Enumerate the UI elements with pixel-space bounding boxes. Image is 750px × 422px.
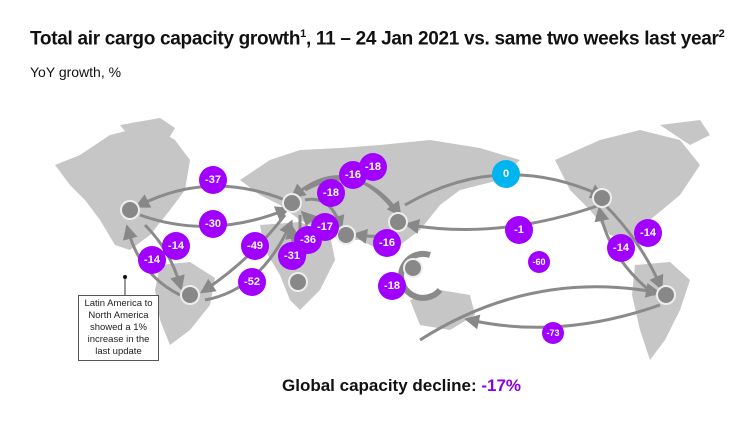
route-badge-oceania-latam: -60 <box>528 251 550 273</box>
route-badge-latam-na-right: -14 <box>607 234 635 262</box>
route-badge-asia-na: 0 <box>492 160 520 188</box>
route-badge-europe-me: -18 <box>317 179 345 207</box>
route-badge-na-latam: -14 <box>162 232 190 260</box>
route-badge-na-asia: -1 <box>505 216 533 244</box>
hub-markers <box>120 188 676 305</box>
global-decline-summary: Global capacity decline: -17% <box>282 376 522 395</box>
route-badge-na-latam-right: -14 <box>634 219 662 247</box>
route-badge-me-europe: -17 <box>311 213 339 241</box>
route-badge-latam-europe: -52 <box>238 268 266 296</box>
route-badge-latam-na: -14 <box>138 246 166 274</box>
subtitle: YoY growth, % <box>30 64 122 80</box>
route-badge-latam-oceania: -73 <box>542 322 564 344</box>
route-badge-europe-asia: -18 <box>359 153 387 181</box>
callout-note: Latin America to North America showed a … <box>78 295 159 361</box>
route-badge-asia-me: -16 <box>373 229 401 257</box>
route-badge-europe-latam: -49 <box>241 232 269 260</box>
route-badge-sea-intra: -18 <box>378 272 406 300</box>
route-badge-europe-na: -37 <box>199 166 227 194</box>
page-title: Total air cargo capacity growth1, 11 – 2… <box>30 28 725 50</box>
route-badge-na-europe: -30 <box>199 210 227 238</box>
global-decline-value: -17% <box>481 376 522 395</box>
